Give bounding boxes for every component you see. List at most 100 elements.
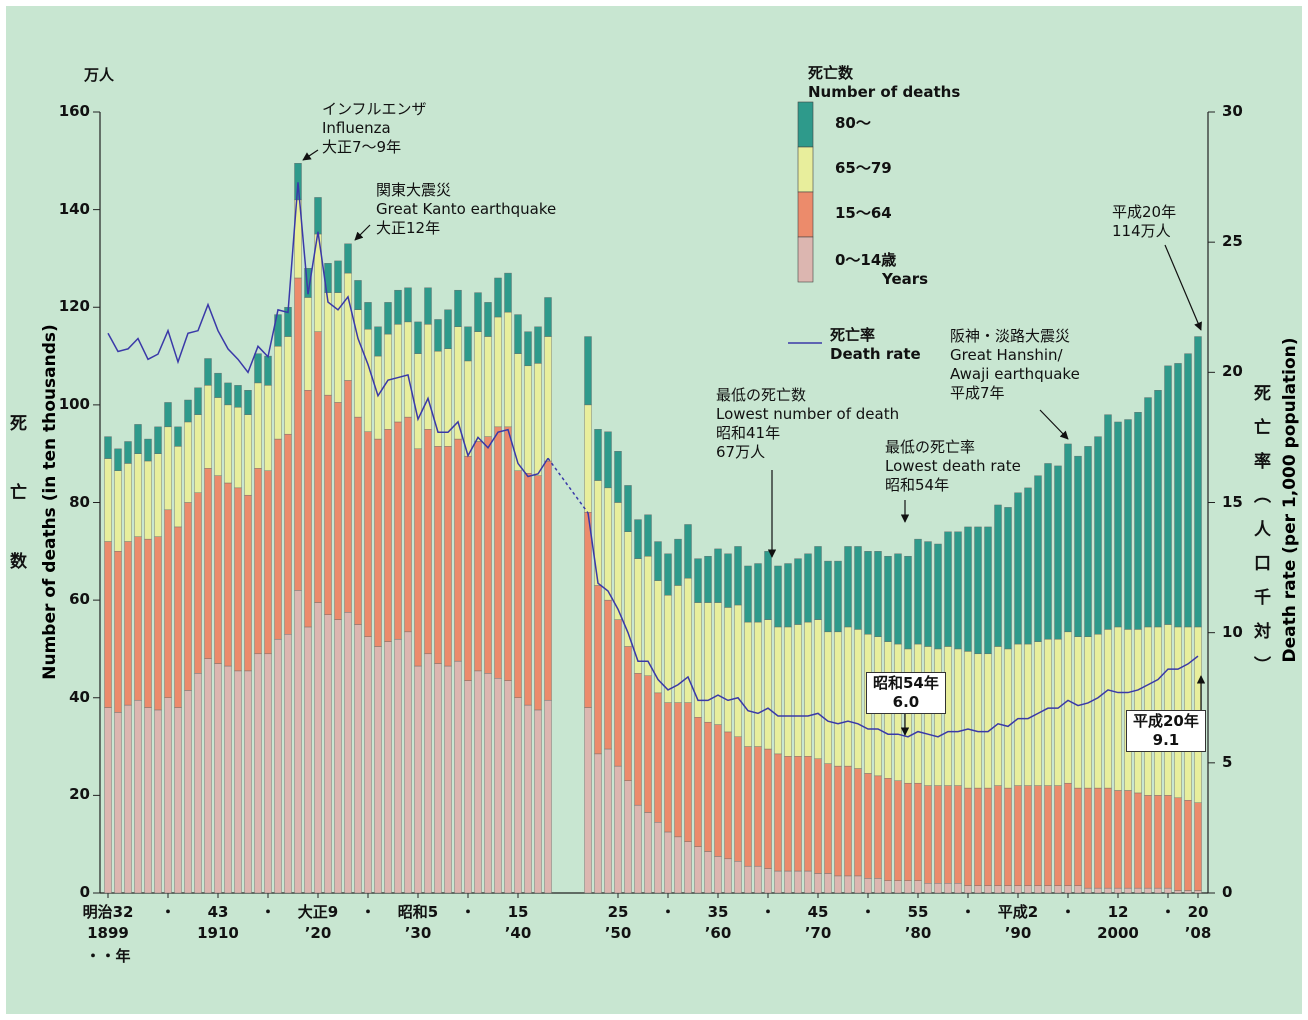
bar-segment [934,648,942,786]
bar-segment [414,353,422,450]
bar-segment [134,424,142,454]
bar-segment [854,768,862,877]
bar-segment [384,333,392,430]
bar-segment [1094,634,1102,789]
bar-segment [214,475,222,664]
bar-segment [1004,648,1012,789]
bar-segment [144,438,152,462]
bar-segment [324,292,332,396]
bar-segment [764,868,772,894]
bar-segment [214,663,222,894]
bar-segment [864,773,872,879]
y-tick-label: 160 [58,102,90,120]
bar-segment [1174,797,1182,891]
y2-tick-label: 25 [1222,232,1243,251]
bar-segment [174,446,182,528]
bar-segment [724,553,732,608]
bar-segment [754,746,762,867]
bar-segment [434,446,442,664]
bar-segment [494,426,502,679]
bar-segment [454,660,462,894]
bar-segment [374,646,382,894]
bar-segment [784,756,792,872]
bar-segment [1174,363,1182,628]
bar-segment [1014,492,1022,645]
bar-segment [544,460,552,701]
bar-segment [814,619,822,759]
bar-segment [104,458,112,542]
bar-segment [844,765,852,877]
legend-label: 0～14歳 [835,251,897,269]
bar-segment [254,653,262,894]
bar-segment [694,717,702,847]
bar-segment [1164,887,1172,894]
bar-segment [704,602,712,723]
bar-segment [1054,465,1062,640]
bar-segment [394,638,402,894]
bar-segment [254,468,262,655]
bar-segment [604,748,612,894]
bar-segment [774,565,782,628]
bar-segment [524,331,532,367]
bar-segment [1024,643,1032,786]
bar-segment [804,553,812,623]
bar-segment [114,448,122,471]
bar-segment [194,492,202,674]
bar-segment [434,663,442,894]
bar-segment [414,321,422,354]
bar-segment [684,702,692,842]
bar-segment [984,526,992,655]
bar-segment [674,538,682,586]
legend-note: Years [882,270,929,288]
bar-segment [504,311,512,428]
bar-segment [954,883,962,894]
bar-segment [194,387,202,415]
bar-segment [724,858,732,894]
bar-segment [714,602,722,725]
bar-segment [594,429,602,481]
bar-segment [774,870,782,894]
bar-segment [1084,787,1092,889]
bar-segment [334,260,342,293]
bar-segment [924,646,932,786]
bar-segment [824,560,832,633]
legend-swatch [797,236,814,283]
bar-segment [644,555,652,676]
bar-segment [424,324,432,430]
bar-segment [394,289,402,325]
bar-segment [514,470,522,698]
bar-segment [304,268,312,298]
bar-segment [664,702,672,833]
bar-segment [354,624,362,894]
bar-segment [494,277,502,318]
bar-segment [324,394,332,615]
bar-segment [1074,885,1082,894]
x-tick-label: ・ [260,903,276,921]
bar-segment [944,785,952,884]
bar-segment [854,546,862,630]
bar-segment [1004,507,1012,650]
bar-segment [534,709,542,894]
bar-segment [124,441,132,464]
bar-segment [614,765,622,894]
bar-segment [894,780,902,881]
bar-segment [964,787,972,886]
bar-segment [1104,414,1112,630]
bar-segment [814,546,822,620]
bar-segment [304,390,312,628]
bar-segment [624,531,632,647]
bar-segment [904,880,912,894]
x-tick-label: 45 ’70 [804,903,832,942]
x-tick-label: 43 1910 [197,903,239,942]
bar-segment [804,870,812,894]
bar-segment [934,883,942,894]
rate-line [107,182,549,478]
y2-tick-label: 15 [1222,492,1243,511]
bar-segment [104,541,112,708]
bar-segment [984,787,992,886]
legend-swatch [797,146,814,193]
bar-segment [714,856,722,894]
bar-segment [454,289,462,327]
bar-segment [504,426,512,681]
bar-segment [874,878,882,894]
